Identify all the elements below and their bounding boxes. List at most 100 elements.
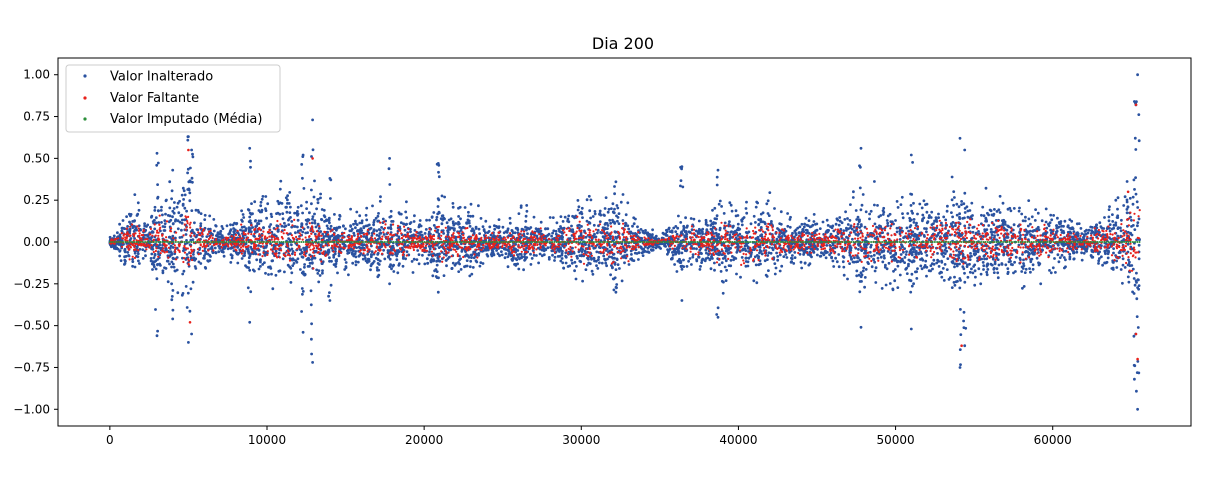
- point-valor-inalterado: [1006, 270, 1010, 274]
- point-valor-inalterado: [856, 260, 860, 263]
- point-valor-inalterado: [154, 267, 158, 271]
- point-valor-inalterado: [328, 256, 331, 260]
- point-valor-inalterado: [608, 218, 612, 222]
- point-valor-inalterado: [996, 271, 1000, 275]
- point-valor-inalterado: [612, 288, 616, 292]
- point-valor-inalterado: [942, 279, 946, 282]
- point-valor-inalterado: [508, 221, 512, 225]
- point-valor-inalterado: [268, 225, 271, 229]
- point-valor-inalterado: [260, 208, 264, 212]
- point-valor-inalterado: [1126, 205, 1130, 209]
- point-valor-inalterado: [497, 226, 501, 230]
- point-valor-inalterado: [784, 253, 788, 256]
- point-valor-inalterado: [905, 250, 908, 254]
- point-valor-inalterado: [1108, 223, 1112, 227]
- point-valor-inalterado: [806, 224, 810, 228]
- point-valor-inalterado: [1101, 263, 1104, 267]
- point-valor-inalterado: [413, 214, 416, 218]
- point-valor-inalterado: [347, 273, 350, 277]
- point-valor-inalterado: [458, 258, 461, 262]
- point-valor-inalterado: [670, 230, 674, 234]
- point-valor-inalterado: [1060, 242, 1064, 246]
- point-valor-inalterado: [316, 272, 320, 275]
- point-valor-inalterado: [181, 256, 184, 260]
- point-valor-inalterado: [701, 257, 705, 261]
- point-valor-inalterado: [729, 230, 733, 234]
- point-valor-inalterado: [873, 222, 877, 226]
- point-valor-inalterado: [1121, 263, 1125, 267]
- point-valor-inalterado: [442, 274, 446, 277]
- point-valor-inalterado: [974, 252, 978, 256]
- point-valor-inalterado: [530, 257, 534, 260]
- point-valor-inalterado: [166, 214, 170, 217]
- point-valor-inalterado: [469, 259, 473, 263]
- point-valor-inalterado: [814, 222, 817, 226]
- point-valor-inalterado: [270, 272, 273, 276]
- point-valor-inalterado: [921, 217, 924, 221]
- point-valor-inalterado: [396, 249, 400, 253]
- point-valor-inalterado: [895, 200, 899, 203]
- point-valor-inalterado: [1064, 249, 1068, 253]
- point-valor-inalterado: [896, 264, 900, 268]
- point-valor-inalterado: [842, 265, 846, 269]
- point-valor-inalterado: [1056, 216, 1059, 220]
- point-valor-inalterado: [183, 193, 187, 197]
- point-valor-inalterado: [885, 219, 889, 222]
- point-valor-inalterado: [747, 230, 751, 234]
- point-valor-inalterado: [313, 219, 317, 223]
- point-valor-inalterado: [503, 256, 507, 260]
- point-valor-inalterado: [537, 261, 540, 265]
- point-valor-inalterado: [344, 261, 348, 264]
- point-valor-inalterado: [637, 258, 640, 261]
- point-valor-inalterado: [825, 218, 829, 222]
- point-valor-inalterado: [1003, 220, 1007, 224]
- point-valor-inalterado: [529, 263, 533, 266]
- point-valor-inalterado: [203, 218, 207, 222]
- point-valor-inalterado: [953, 196, 956, 199]
- point-valor-inalterado: [507, 252, 511, 256]
- point-valor-inalterado: [305, 200, 308, 204]
- point-valor-inalterado: [951, 221, 955, 224]
- point-valor-inalterado: [133, 219, 137, 223]
- point-valor-inalterado: [163, 219, 167, 223]
- point-valor-inalterado: [477, 227, 481, 231]
- point-valor-inalterado: [289, 205, 292, 209]
- point-valor-inalterado: [315, 207, 318, 211]
- point-valor-inalterado: [197, 260, 201, 264]
- point-valor-inalterado: [372, 260, 376, 263]
- point-valor-inalterado: [863, 285, 866, 289]
- point-valor-inalterado: [313, 256, 317, 260]
- point-valor-inalterado: [1077, 222, 1081, 226]
- point-valor-inalterado: [286, 202, 289, 205]
- point-valor-inalterado: [929, 216, 933, 219]
- point-valor-inalterado: [641, 254, 645, 257]
- point-valor-inalterado: [525, 204, 529, 207]
- point-valor-inalterado: [760, 233, 764, 237]
- point-valor-inalterado: [815, 228, 819, 232]
- point-valor-inalterado: [864, 210, 868, 214]
- point-valor-inalterado: [1117, 251, 1121, 255]
- point-valor-inalterado: [574, 277, 578, 281]
- point-valor-inalterado: [991, 230, 994, 234]
- point-valor-inalterado: [1135, 297, 1139, 301]
- point-valor-inalterado: [336, 234, 340, 237]
- point-valor-inalterado: [596, 267, 600, 270]
- point-valor-inalterado: [1062, 256, 1066, 259]
- point-valor-inalterado: [1027, 199, 1031, 203]
- point-valor-inalterado: [559, 230, 562, 234]
- point-valor-inalterado: [364, 259, 368, 263]
- point-valor-inalterado: [667, 249, 670, 253]
- point-valor-inalterado: [138, 262, 141, 265]
- point-valor-inalterado: [682, 227, 686, 230]
- point-valor-inalterado: [769, 251, 773, 255]
- point-valor-inalterado: [1134, 176, 1137, 180]
- point-valor-inalterado: [887, 261, 891, 265]
- point-valor-inalterado: [907, 258, 911, 262]
- point-valor-inalterado: [872, 253, 876, 257]
- point-valor-inalterado: [961, 265, 965, 269]
- point-valor-inalterado: [277, 251, 281, 255]
- point-valor-inalterado: [955, 249, 958, 252]
- point-valor-inalterado: [1084, 249, 1088, 253]
- point-valor-inalterado: [412, 257, 416, 261]
- point-valor-inalterado: [659, 247, 662, 250]
